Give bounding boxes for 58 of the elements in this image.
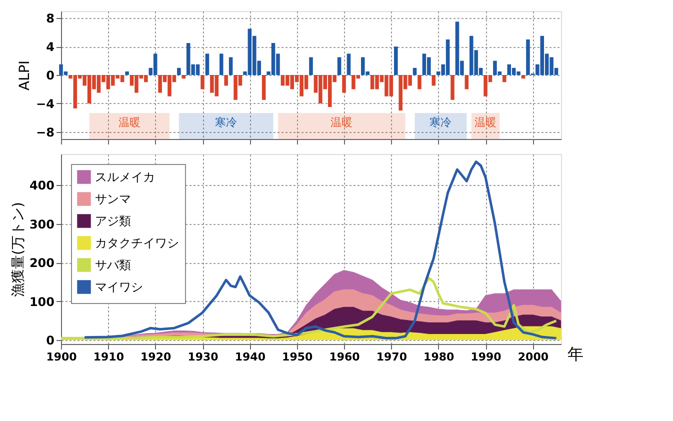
y-tick-label: −4	[36, 96, 54, 111]
legend-label: サバ類	[95, 258, 131, 272]
bar	[125, 71, 129, 75]
bar	[521, 75, 526, 79]
bar	[394, 46, 398, 75]
bar	[200, 75, 204, 90]
x-tick-label: 1940	[234, 350, 266, 364]
legend-label: スルメイカ	[95, 170, 155, 184]
line-series	[83, 160, 558, 340]
y-tick-label: 400	[29, 178, 54, 193]
x-tick-label: 1910	[93, 350, 124, 364]
bar	[205, 54, 210, 75]
y-tick-label: −8	[36, 125, 54, 140]
band-label: 温暖	[118, 116, 140, 129]
bar	[418, 75, 422, 90]
bar	[224, 75, 228, 86]
bar	[412, 68, 417, 75]
bar	[219, 54, 224, 75]
y-tick-label: 0	[46, 68, 54, 82]
y-axis-title: ALPI	[17, 60, 34, 90]
y-tick-label: 0	[46, 334, 54, 348]
bar	[346, 54, 351, 75]
bar	[502, 75, 506, 82]
x-axis-title: 年	[568, 344, 584, 364]
y-axis-title: 漁獲量(万トン)	[10, 202, 26, 297]
y-tick-label: 200	[29, 256, 54, 270]
x-tick-label: 1920	[140, 350, 172, 364]
bar	[309, 57, 313, 75]
x-tick-label: 2000	[518, 350, 549, 364]
band-label: 寒冷	[215, 116, 238, 129]
y-tick-label: 300	[29, 217, 54, 232]
y-tick-label: 100	[29, 294, 54, 309]
legend-label: マイワシ	[95, 280, 143, 294]
x-tick-label: 1930	[188, 350, 219, 364]
y-tick-label: 8	[46, 12, 54, 26]
bar	[464, 75, 469, 90]
bar	[177, 68, 181, 75]
x-tick-label: 1900	[46, 350, 78, 364]
bar	[342, 75, 346, 93]
x-tick-label: 1950	[282, 350, 313, 364]
x-tick-label: 1990	[470, 350, 502, 364]
y-tick-label: 4	[46, 40, 54, 54]
x-tick-label: 1980	[424, 350, 455, 364]
legend-label: アジ類	[95, 214, 131, 228]
bar	[432, 75, 436, 86]
bar	[182, 75, 186, 79]
bar	[228, 57, 233, 75]
legend-label: サンマ	[95, 192, 131, 206]
x-tick-label: 1960	[329, 350, 360, 364]
bar	[262, 75, 266, 100]
band-label: 寒冷	[430, 116, 452, 129]
legend-label: カタクチイワシ	[95, 236, 179, 250]
band-label: 温暖	[330, 116, 353, 129]
bar	[337, 57, 342, 75]
x-tick-label: 1970	[376, 350, 408, 364]
band-label: 温暖	[474, 116, 497, 129]
bar	[450, 75, 454, 100]
bar	[398, 75, 403, 111]
